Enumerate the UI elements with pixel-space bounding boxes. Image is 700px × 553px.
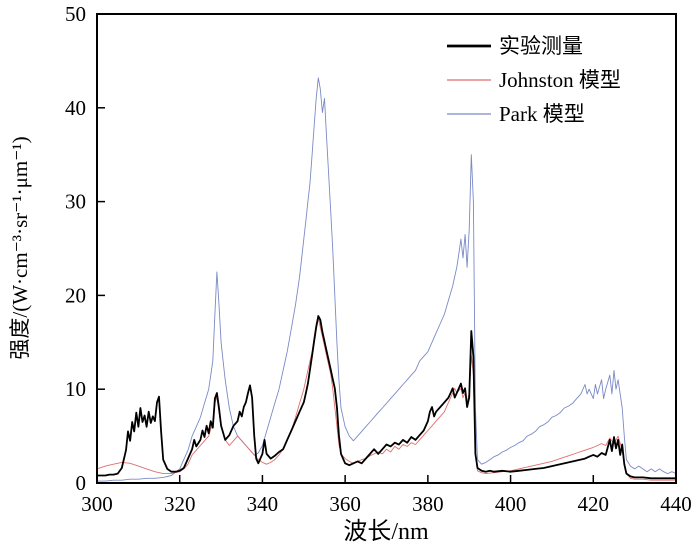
axes-layer: 300 320 340 360 380 400 420 440 0 10 20 30 40 50 [65, 2, 692, 516]
legend-label-experimental: 实验测量 [499, 34, 583, 58]
y-tick-label: 20 [65, 283, 86, 307]
x-tick-label: 300 [81, 492, 113, 516]
y-axis-label: 强度/(W·cm⁻³·sr⁻¹·μm⁻¹) [8, 136, 32, 359]
y-tick-label: 40 [65, 96, 86, 120]
plot-frame [96, 13, 677, 484]
series-experimental [97, 315, 676, 480]
legend-label-park: Park 模型 [499, 102, 585, 126]
legend-label-johnston: Johnston 模型 [499, 68, 621, 92]
x-tick-label: 340 [247, 492, 279, 516]
x-tick-label: 400 [495, 492, 527, 516]
series-layer [96, 77, 677, 482]
x-tick-label: 420 [578, 492, 610, 516]
x-tick-label: 360 [329, 492, 361, 516]
x-tick-label: 320 [164, 492, 196, 516]
y-tick-label: 0 [76, 471, 87, 495]
x-axis-label: 波长/nm [343, 518, 429, 545]
legend: 实验测量 Johnston 模型 Park 模型 [447, 34, 621, 126]
x-tick-label: 380 [412, 492, 444, 516]
y-tick-label: 50 [65, 2, 86, 26]
y-tick-label: 10 [65, 377, 86, 401]
series-park [97, 77, 677, 482]
y-tick-label: 30 [65, 190, 86, 214]
x-tick-label: 440 [660, 492, 692, 516]
